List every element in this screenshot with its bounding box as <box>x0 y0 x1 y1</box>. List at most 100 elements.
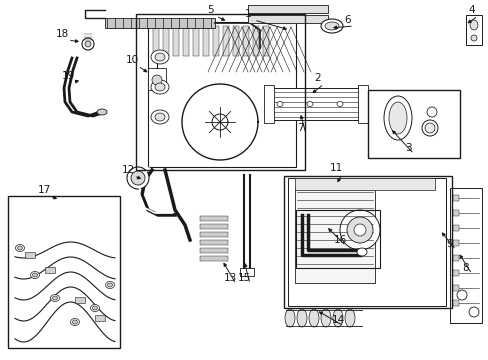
Text: 4: 4 <box>468 5 474 15</box>
Ellipse shape <box>97 109 107 115</box>
Bar <box>183 26 189 56</box>
Text: 8: 8 <box>462 263 468 273</box>
Text: 11: 11 <box>329 163 342 173</box>
Bar <box>452 255 458 261</box>
Bar <box>200 232 227 237</box>
Bar <box>263 26 268 56</box>
Bar <box>95 315 105 321</box>
Ellipse shape <box>456 290 466 300</box>
Bar <box>295 210 379 268</box>
Ellipse shape <box>30 271 40 279</box>
Ellipse shape <box>152 75 162 85</box>
Bar <box>264 85 273 123</box>
Bar <box>287 178 445 306</box>
Ellipse shape <box>383 96 411 140</box>
Bar <box>173 26 179 56</box>
Ellipse shape <box>470 35 476 41</box>
Text: 12: 12 <box>121 165 134 175</box>
Bar <box>105 18 215 28</box>
Bar <box>148 68 165 90</box>
Ellipse shape <box>155 113 164 121</box>
Bar <box>452 195 458 201</box>
Bar <box>203 26 208 56</box>
Ellipse shape <box>306 102 312 107</box>
Bar <box>223 26 228 56</box>
Bar <box>367 90 459 158</box>
Bar <box>452 240 458 246</box>
Ellipse shape <box>52 296 58 300</box>
Text: 15: 15 <box>237 273 250 283</box>
Bar <box>294 188 374 283</box>
Bar <box>252 26 259 56</box>
Text: 9: 9 <box>446 239 452 249</box>
Ellipse shape <box>90 305 99 311</box>
Bar <box>153 26 159 56</box>
Bar <box>452 270 458 276</box>
Bar <box>452 210 458 216</box>
Text: 5: 5 <box>206 5 213 15</box>
Ellipse shape <box>151 80 169 94</box>
Text: 17: 17 <box>37 185 51 195</box>
Ellipse shape <box>72 320 77 324</box>
Ellipse shape <box>308 309 318 327</box>
Ellipse shape <box>320 19 342 33</box>
Ellipse shape <box>468 307 478 317</box>
Ellipse shape <box>155 83 164 91</box>
Ellipse shape <box>18 246 22 250</box>
Ellipse shape <box>85 41 91 47</box>
Bar <box>452 225 458 231</box>
Text: 13: 13 <box>223 273 236 283</box>
Bar <box>200 224 227 229</box>
Bar <box>148 22 295 167</box>
Ellipse shape <box>155 53 164 61</box>
Ellipse shape <box>50 294 60 302</box>
Ellipse shape <box>332 309 342 327</box>
Ellipse shape <box>131 171 145 185</box>
Ellipse shape <box>92 306 97 310</box>
Ellipse shape <box>276 102 283 107</box>
Bar <box>247 5 327 13</box>
Ellipse shape <box>32 273 38 277</box>
Ellipse shape <box>353 224 365 236</box>
Bar <box>163 26 169 56</box>
Ellipse shape <box>151 110 169 124</box>
Ellipse shape <box>16 244 24 252</box>
Bar <box>25 252 35 258</box>
Bar <box>45 267 55 273</box>
Bar <box>8 196 120 348</box>
Bar <box>200 248 227 253</box>
Bar <box>449 188 481 323</box>
Ellipse shape <box>127 167 149 189</box>
Bar <box>452 285 458 291</box>
Bar <box>200 216 227 221</box>
Text: 6: 6 <box>344 15 350 25</box>
Bar <box>193 26 199 56</box>
Bar <box>357 85 367 123</box>
Ellipse shape <box>469 20 477 30</box>
Ellipse shape <box>105 282 114 288</box>
Ellipse shape <box>336 102 342 107</box>
Bar <box>200 240 227 245</box>
Ellipse shape <box>421 120 437 136</box>
Text: 14: 14 <box>331 315 344 325</box>
Text: 7: 7 <box>296 123 303 133</box>
Ellipse shape <box>151 50 169 64</box>
Text: 19: 19 <box>61 71 75 81</box>
Text: 10: 10 <box>125 55 138 65</box>
Bar <box>294 178 434 190</box>
Bar <box>200 256 227 261</box>
Bar <box>269 88 359 120</box>
Text: 1: 1 <box>244 9 251 19</box>
Bar <box>465 15 481 45</box>
Text: 3: 3 <box>404 143 410 153</box>
Ellipse shape <box>388 102 406 134</box>
Ellipse shape <box>320 309 330 327</box>
Bar <box>75 297 85 303</box>
Ellipse shape <box>424 123 434 133</box>
Bar <box>452 300 458 306</box>
Ellipse shape <box>325 22 338 30</box>
Ellipse shape <box>296 309 306 327</box>
Ellipse shape <box>426 107 436 117</box>
Ellipse shape <box>70 319 80 325</box>
Bar <box>136 14 305 170</box>
